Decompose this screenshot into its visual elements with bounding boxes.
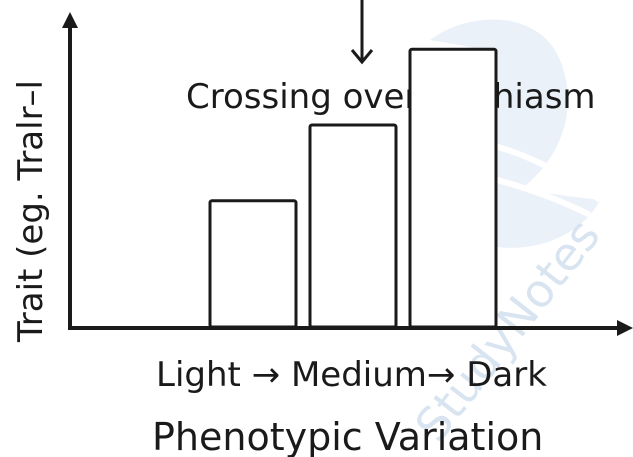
annotation-text: Crossing over at chiasm [186, 77, 596, 117]
down-arrow [350, 0, 374, 65]
x-axis-label: Phenotypic Variation [152, 415, 543, 457]
bar-medium [308, 123, 398, 329]
x-tick-labels: Light → Medium→ Dark [156, 355, 547, 395]
bar-series [208, 47, 498, 329]
y-axis [62, 12, 78, 330]
bar-light [208, 199, 298, 329]
bar-dark [408, 47, 498, 329]
y-axis-label: Trait (eg. Tralr–l [11, 80, 51, 343]
